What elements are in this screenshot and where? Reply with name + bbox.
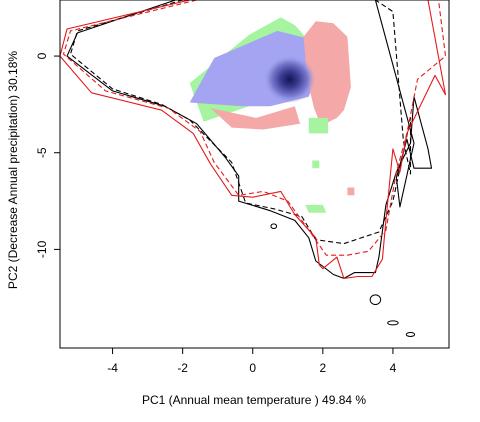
contour-island-3	[405, 331, 416, 337]
contour-island-1	[369, 294, 382, 305]
contour-island-4	[270, 223, 278, 230]
y-axis: 0 -5 -10	[35, 52, 60, 258]
density-region-5	[308, 117, 329, 134]
x-tick-label: -4	[107, 361, 118, 375]
contour-island-2	[387, 320, 399, 326]
x-tick-label: 4	[390, 361, 397, 375]
y-tick-label: 0	[35, 52, 49, 59]
density-region-3	[303, 21, 351, 126]
density-contours	[60, 0, 447, 337]
density-region-6	[305, 204, 327, 213]
x-tick-label: 2	[319, 361, 326, 375]
y-tick-label: -10	[35, 240, 49, 258]
density-region-8	[312, 160, 320, 169]
contour-line-2	[69, 0, 412, 245]
density-regions	[189, 17, 355, 213]
y-axis-title: PC2 (Decrease Annual precipitation) 30.1…	[6, 51, 20, 289]
density-region-4	[210, 106, 301, 130]
contour-line-3	[60, 0, 447, 279]
contour-line-4	[62, 0, 447, 256]
x-tick-label: -2	[177, 361, 188, 375]
contour-line-1	[66, 0, 433, 279]
y-tick-label: -5	[35, 147, 49, 158]
x-axis: -4 -2 0 2 4	[107, 348, 397, 375]
density-region-7	[347, 187, 355, 196]
x-axis-title: PC1 (Annual mean temperature ) 49.84 %	[142, 393, 366, 407]
plot-frame	[59, 0, 450, 349]
density-core	[263, 55, 316, 104]
x-tick-label: 0	[249, 361, 256, 375]
